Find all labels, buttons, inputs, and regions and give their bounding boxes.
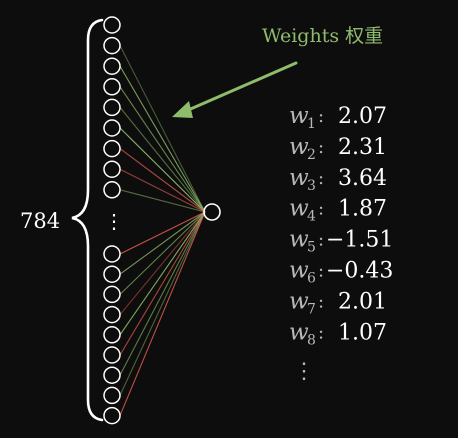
weight-index: 8 — [307, 332, 316, 348]
input-neuron — [103, 36, 121, 55]
weights-ellipsis: ⋮ — [293, 359, 315, 384]
input-neuron — [103, 305, 121, 324]
weight-value: −1.51 — [326, 228, 393, 253]
input-neuron — [103, 346, 121, 364]
weight-index: 6 — [307, 271, 316, 287]
input-count-label: 784 — [20, 209, 60, 233]
input-neuron — [103, 366, 121, 384]
weight-row: w5: −1.51 — [289, 227, 393, 256]
weight-edge — [119, 45, 206, 213]
weight-symbol: w — [289, 196, 309, 222]
input-neuron — [103, 57, 121, 75]
weight-row: w7:2.01 — [289, 288, 387, 317]
input-layer — [103, 16, 121, 425]
weight-value: 2.31 — [338, 135, 387, 160]
input-neuron — [103, 181, 121, 199]
weight-edge — [119, 127, 206, 213]
weight-row: w2:2.31 — [289, 134, 387, 163]
weight-colon: : — [318, 137, 324, 158]
weight-symbol: w — [289, 258, 309, 284]
weight-index: 1 — [307, 116, 316, 132]
weight-symbol: w — [289, 165, 309, 191]
output-neuron — [203, 203, 221, 221]
weight-edge — [119, 211, 206, 315]
weight-symbol: w — [289, 103, 309, 129]
input-neuron — [103, 326, 121, 344]
weight-colon: : — [318, 168, 324, 189]
input-neuron — [103, 160, 121, 178]
weight-index: 4 — [307, 209, 316, 225]
weight-edge — [119, 211, 206, 255]
weight-symbol: w — [289, 288, 309, 314]
weight-value: 1.87 — [338, 197, 387, 222]
weight-edge — [119, 189, 206, 213]
curly-brace-icon — [71, 18, 104, 422]
weight-edge — [119, 211, 206, 336]
annotation-arrow-shaft — [184, 61, 298, 113]
weight-index: 5 — [307, 240, 316, 256]
weight-value: −0.43 — [326, 259, 393, 284]
weight-value: 3.64 — [338, 166, 387, 191]
input-neuron — [103, 386, 121, 405]
weights-annotation: Weights 权重 — [262, 25, 383, 47]
input-neuron — [103, 78, 121, 96]
input-neuron — [103, 245, 121, 263]
input-neuron — [103, 98, 121, 117]
weight-colon: : — [318, 106, 324, 127]
weight-edge — [119, 211, 206, 356]
weight-edge — [119, 65, 206, 213]
weight-colon: : — [318, 322, 324, 343]
weight-colon: : — [318, 199, 324, 220]
weight-row: w4:1.87 — [289, 196, 387, 225]
weight-value: 2.07 — [338, 104, 387, 129]
weight-value: 1.07 — [338, 320, 387, 345]
weight-edge — [119, 211, 206, 295]
neuron-ellipsis: ⋮ — [104, 209, 124, 233]
weight-symbol: w — [289, 227, 309, 253]
weight-row: w8:1.07 — [289, 319, 387, 348]
weight-edge — [119, 211, 206, 416]
weight-colon: : — [318, 230, 324, 251]
input-neuron — [103, 265, 121, 283]
weight-value: 2.01 — [338, 289, 387, 314]
arrow-head-icon — [172, 101, 193, 118]
weight-edge — [119, 148, 206, 213]
weight-row: w1:2.07 — [289, 103, 387, 132]
weight-index: 7 — [307, 301, 316, 317]
weight-edge — [119, 107, 206, 213]
weight-edge — [119, 86, 206, 213]
weight-row: w3:3.64 — [289, 165, 387, 194]
weight-edge — [119, 211, 206, 275]
weight-symbol: w — [289, 134, 309, 160]
weight-colon: : — [318, 291, 324, 312]
weight-connections — [119, 45, 206, 416]
input-neuron — [103, 16, 121, 34]
weight-colon: : — [318, 261, 324, 282]
input-neuron — [103, 406, 121, 425]
weight-row: w6: −0.43 — [289, 258, 393, 287]
weight-edge — [119, 168, 206, 213]
weight-index: 3 — [307, 178, 316, 194]
input-neuron — [103, 285, 121, 304]
weight-edge — [119, 211, 206, 396]
input-neuron — [103, 119, 121, 137]
weight-index: 2 — [307, 147, 316, 163]
weight-symbol: w — [289, 319, 309, 345]
input-neuron — [103, 139, 121, 158]
weight-edge — [119, 211, 206, 376]
